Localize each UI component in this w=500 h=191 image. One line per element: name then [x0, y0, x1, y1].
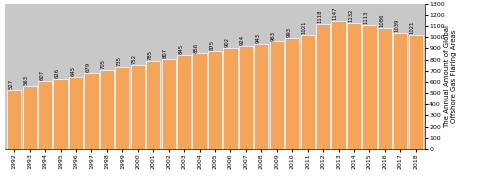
Bar	[162, 59, 176, 149]
Bar	[100, 70, 114, 149]
Bar	[54, 79, 68, 149]
Bar	[115, 67, 130, 149]
Text: 845: 845	[178, 44, 183, 54]
Text: 1113: 1113	[364, 11, 368, 24]
Text: 875: 875	[209, 40, 214, 50]
Bar	[177, 55, 191, 149]
Text: 705: 705	[101, 59, 106, 69]
Text: 679: 679	[86, 62, 90, 72]
Bar	[130, 65, 145, 149]
Text: 993: 993	[286, 27, 292, 37]
Text: 1086: 1086	[379, 13, 384, 27]
Bar	[270, 41, 284, 149]
Text: 752: 752	[132, 54, 137, 64]
Text: 563: 563	[24, 75, 29, 85]
Bar	[38, 81, 52, 149]
Bar	[192, 53, 206, 149]
Bar	[332, 21, 345, 149]
Bar	[84, 73, 98, 149]
Bar	[239, 46, 253, 149]
Text: 924: 924	[240, 35, 245, 45]
Text: 902: 902	[224, 37, 230, 47]
Text: 1021: 1021	[302, 21, 307, 34]
Bar	[254, 44, 268, 149]
Bar	[316, 24, 330, 149]
Text: 1118: 1118	[317, 10, 322, 23]
Text: 1147: 1147	[332, 6, 338, 20]
Text: 527: 527	[8, 79, 14, 89]
Text: 807: 807	[163, 48, 168, 58]
Bar	[347, 23, 361, 149]
Text: 607: 607	[40, 70, 44, 80]
Text: 943: 943	[256, 33, 260, 43]
Y-axis label: The Annual Amount of Global
Offshore Gas Flaring Areas: The Annual Amount of Global Offshore Gas…	[444, 25, 457, 128]
Text: 963: 963	[271, 31, 276, 40]
Text: 626: 626	[54, 68, 60, 78]
Bar	[362, 25, 376, 149]
Bar	[285, 38, 300, 149]
Text: 856: 856	[194, 42, 198, 53]
Bar	[146, 61, 160, 149]
Text: 735: 735	[116, 56, 121, 66]
Bar	[69, 77, 83, 149]
Bar	[300, 35, 315, 149]
Text: 1021: 1021	[410, 21, 415, 34]
Bar	[393, 33, 407, 149]
Bar	[22, 86, 37, 149]
Text: 645: 645	[70, 66, 75, 76]
Bar	[7, 90, 22, 149]
Bar	[378, 28, 392, 149]
Bar	[208, 51, 222, 149]
Text: 1132: 1132	[348, 8, 353, 22]
Text: 785: 785	[148, 50, 152, 60]
Bar	[224, 48, 237, 149]
Text: 1039: 1039	[394, 19, 400, 32]
Bar	[408, 35, 423, 149]
